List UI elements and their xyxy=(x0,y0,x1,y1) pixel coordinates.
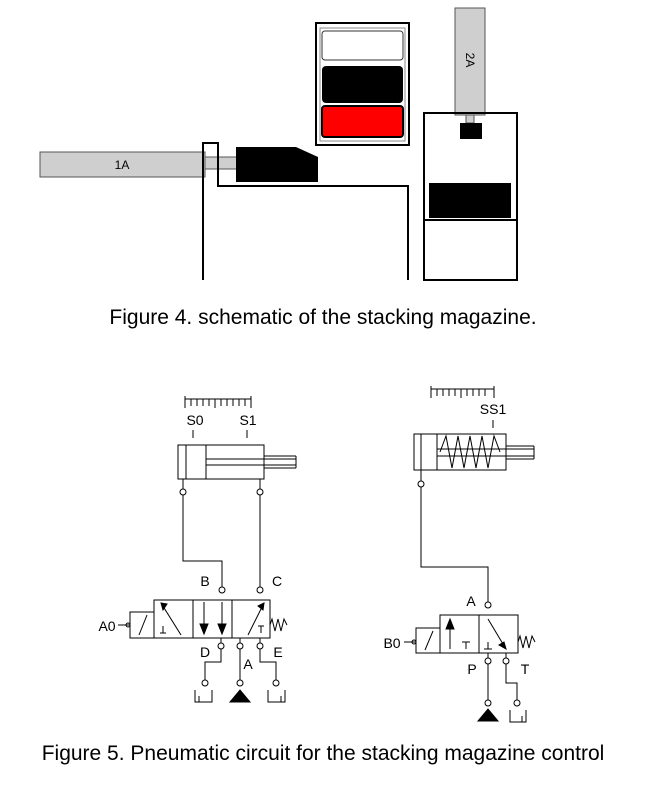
line-b xyxy=(182,495,223,587)
cylinder-1a-label: 1A xyxy=(115,158,130,172)
figure-4-caption: Figure 4. schematic of the stacking maga… xyxy=(109,306,537,329)
pressure-source-b xyxy=(476,708,500,722)
port-b-a-label: A xyxy=(466,593,476,609)
pusher-block xyxy=(236,147,318,182)
stacked-part-black xyxy=(322,66,403,103)
port-t-label: T xyxy=(521,661,530,677)
spring-a xyxy=(269,617,288,632)
cylinder-2a-head xyxy=(460,123,482,139)
stacked-part-red xyxy=(321,105,404,138)
solenoid-a0-label: A0 xyxy=(98,618,115,634)
circuit-b xyxy=(404,386,536,723)
port-d-label: D xyxy=(200,644,210,660)
cylinder-a-body xyxy=(177,444,265,480)
cylinder-2a-body xyxy=(454,7,486,116)
port-c-label: C xyxy=(272,573,282,589)
cylinder-2a-rod xyxy=(465,114,475,124)
cylinder-b-body xyxy=(413,433,507,471)
magazine-inner xyxy=(319,27,406,142)
solenoid-b0-label: B0 xyxy=(383,635,400,651)
circuit-a xyxy=(118,396,297,703)
cylinder-1a-rod xyxy=(204,156,238,170)
sensor-s0-label: S0 xyxy=(186,412,203,428)
sensor-s1-label: S1 xyxy=(239,412,256,428)
pressure-source-a xyxy=(228,689,252,703)
sensor-ss1-label: SS1 xyxy=(480,401,507,417)
port-a-label: A xyxy=(243,656,253,672)
solenoid-a xyxy=(129,611,155,639)
stacked-part-white xyxy=(321,30,404,61)
port-p-label: P xyxy=(467,661,476,677)
line-b-a xyxy=(420,487,489,602)
cylinder-1a-body xyxy=(39,151,206,178)
port-b-label: B xyxy=(200,573,209,589)
stacking-magazine-schematic: 1A 2A xyxy=(39,7,518,281)
figure-5-caption: Figure 5. Pneumatic circuit for the stac… xyxy=(41,742,605,765)
cylinder-2a-label: 2A xyxy=(463,53,477,68)
cylinder-b-spring xyxy=(439,434,501,469)
press-station-frame xyxy=(423,112,518,281)
spring-b xyxy=(517,634,536,649)
pressed-part xyxy=(429,183,511,218)
port-e-label: E xyxy=(273,644,282,660)
solenoid-b xyxy=(415,627,441,654)
base-table xyxy=(202,142,409,280)
